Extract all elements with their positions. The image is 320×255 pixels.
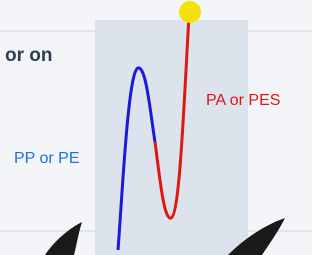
lower-label: PP or PE [14,150,80,167]
diagram: or on PA or PES PP or PE [0,0,312,255]
heading: or on [5,45,53,66]
panel [95,20,248,255]
endpoint [179,1,201,23]
upper-label: PA or PES [206,92,280,109]
